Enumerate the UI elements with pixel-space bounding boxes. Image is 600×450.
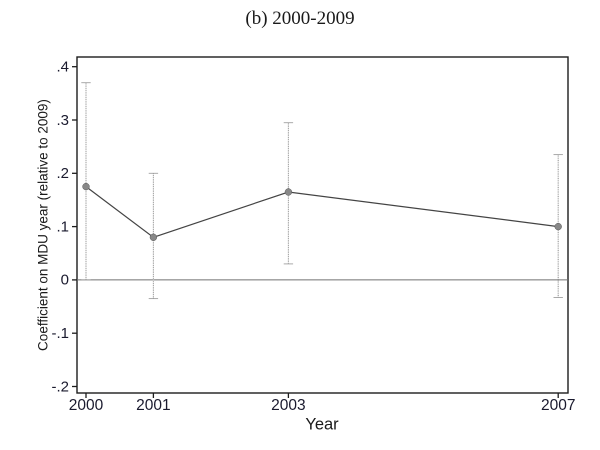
svg-text:.1: .1 bbox=[56, 218, 69, 235]
svg-text:2003: 2003 bbox=[271, 397, 305, 414]
svg-text:-.2: -.2 bbox=[51, 378, 69, 395]
svg-text:2007: 2007 bbox=[541, 397, 575, 414]
svg-text:.4: .4 bbox=[56, 59, 69, 76]
svg-text:0: 0 bbox=[61, 272, 69, 289]
svg-text:.2: .2 bbox=[56, 165, 69, 182]
svg-text:-.1: -.1 bbox=[51, 325, 69, 342]
svg-text:.3: .3 bbox=[56, 112, 69, 129]
svg-text:2000: 2000 bbox=[69, 397, 104, 414]
svg-text:2001: 2001 bbox=[136, 397, 170, 414]
